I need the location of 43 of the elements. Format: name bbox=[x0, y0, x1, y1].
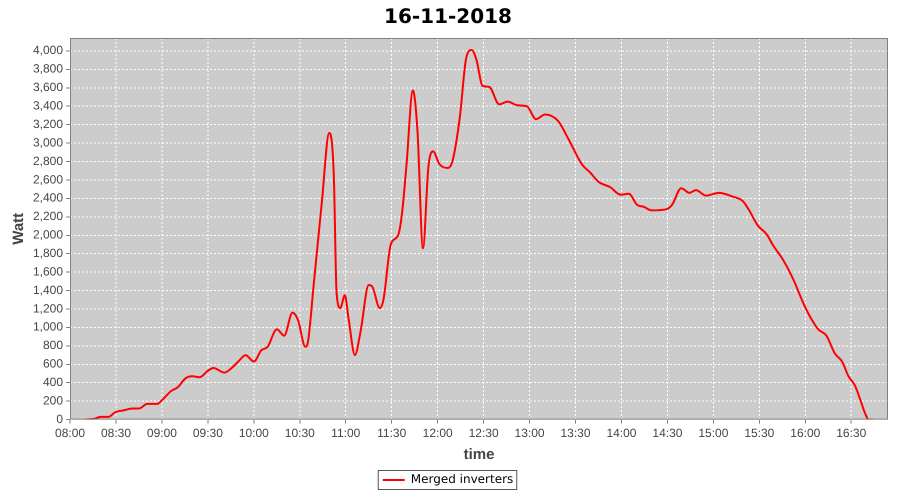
y-axis-title: Watt bbox=[10, 212, 28, 245]
x-tick-label: 08:30 bbox=[100, 426, 132, 440]
chart-title: 16-11-2018 bbox=[384, 4, 512, 28]
y-tick-label: 3,800 bbox=[33, 62, 64, 76]
y-tick-label: 2,800 bbox=[33, 154, 64, 168]
x-tick-label: 12:00 bbox=[422, 426, 453, 440]
y-tick-label: 600 bbox=[43, 356, 64, 371]
x-tick-label: 15:30 bbox=[744, 426, 775, 440]
x-tick-label: 16:00 bbox=[790, 426, 821, 440]
x-tick-label: 15:00 bbox=[698, 426, 729, 440]
x-tick-label: 16:30 bbox=[836, 426, 867, 440]
y-tick-label: 2,000 bbox=[33, 228, 64, 242]
y-tick-label: 1,600 bbox=[33, 264, 64, 278]
y-tick-label: 400 bbox=[43, 375, 64, 390]
y-tick-label: 2,200 bbox=[33, 209, 64, 224]
y-tick-label: 3,600 bbox=[33, 80, 64, 94]
y-tick-label: 0 bbox=[56, 412, 64, 426]
x-tick-label: 13:00 bbox=[514, 426, 545, 440]
y-tick-label: 2,400 bbox=[33, 190, 64, 205]
y-tick-label: 4,000 bbox=[33, 43, 64, 58]
y-tick-label: 3,200 bbox=[33, 116, 64, 131]
x-tick-label: 14:30 bbox=[652, 426, 683, 440]
legend-label: Merged inverters bbox=[410, 472, 514, 486]
x-tick-label: 11:30 bbox=[377, 426, 407, 440]
y-tick-label: 3,400 bbox=[33, 98, 64, 113]
y-tick-label: 2,600 bbox=[33, 172, 64, 186]
x-tick-label: 14:00 bbox=[606, 426, 637, 440]
y-tick-label: 3,000 bbox=[33, 135, 64, 150]
x-tick-label: 12:30 bbox=[468, 426, 499, 440]
y-tick-label: 1,200 bbox=[33, 301, 64, 316]
y-tick-label: 1,800 bbox=[33, 246, 64, 260]
y-tick-label: 1,000 bbox=[33, 320, 64, 334]
y-tick-label: 1,400 bbox=[33, 282, 64, 297]
x-tick-label: 10:00 bbox=[238, 426, 270, 440]
y-tick-label: 200 bbox=[43, 393, 64, 408]
x-tick-label: 09:00 bbox=[146, 426, 178, 440]
x-tick-label: 13:30 bbox=[560, 426, 591, 440]
x-tick-label: 08:00 bbox=[55, 426, 86, 440]
x-tick-label: 11:00 bbox=[331, 426, 361, 440]
x-tick-label: 09:30 bbox=[192, 426, 224, 440]
x-tick-label: 10:30 bbox=[284, 426, 316, 440]
y-tick-label: 800 bbox=[43, 338, 64, 352]
x-axis-title: time bbox=[464, 446, 494, 464]
